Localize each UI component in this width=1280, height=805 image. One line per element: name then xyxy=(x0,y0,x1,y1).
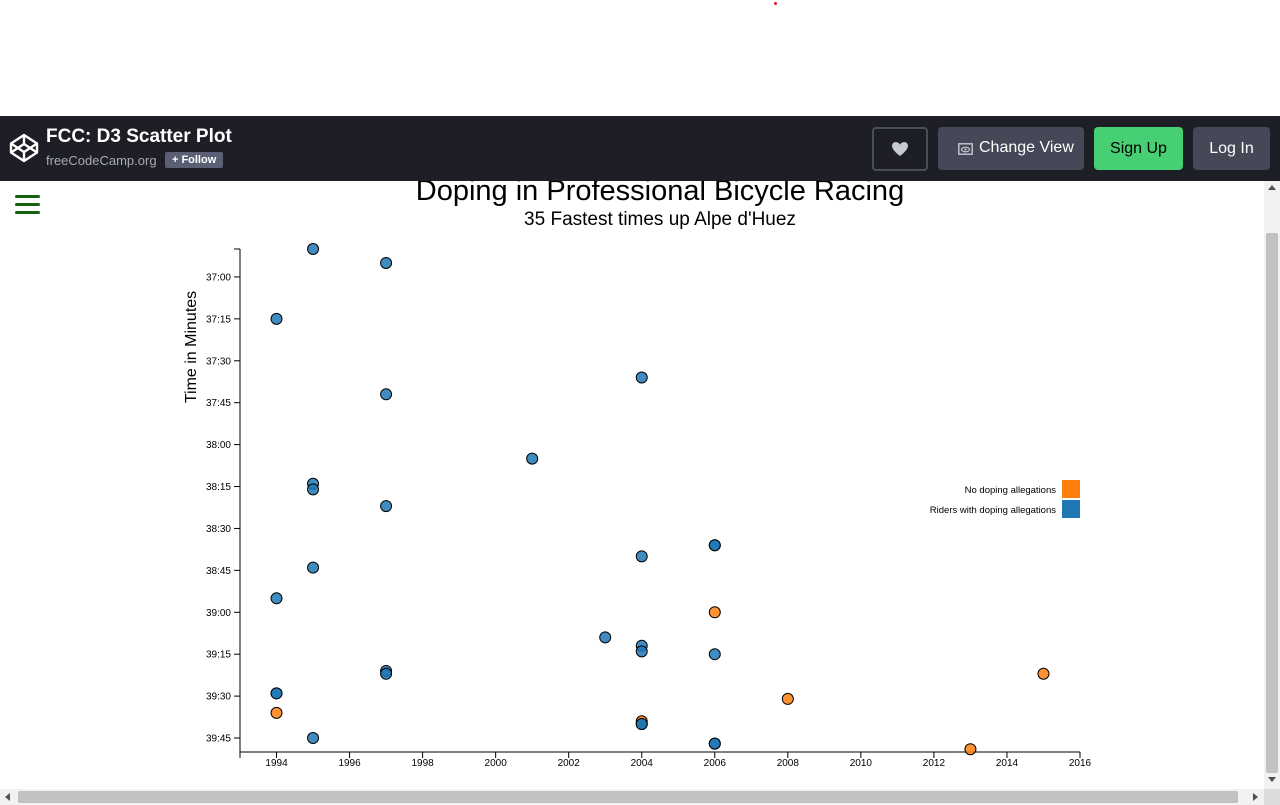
data-point-s1-5[interactable] xyxy=(526,452,539,465)
plus-icon: + xyxy=(172,154,179,166)
hamburger-menu-icon[interactable] xyxy=(15,195,40,215)
follow-button[interactable]: + Follow xyxy=(165,152,224,168)
y-tick-label: 37:45 xyxy=(206,398,231,409)
x-tick-label: 2000 xyxy=(485,758,508,769)
data-point-s1-7[interactable] xyxy=(307,483,320,496)
data-point-s1-2[interactable] xyxy=(270,312,283,325)
follow-label: Follow xyxy=(181,154,217,166)
codepen-header: FCC: D3 Scatter Plot freeCodeCamp.org + F… xyxy=(0,116,1280,181)
x-tick-label: 1998 xyxy=(411,758,434,769)
change-view-label: Change View xyxy=(979,139,1074,156)
y-tick-label: 38:45 xyxy=(206,566,231,577)
x-tick-label: 2012 xyxy=(923,758,946,769)
x-tick-label: 1994 xyxy=(265,758,288,769)
y-tick-label: 37:15 xyxy=(206,314,231,325)
data-point-s1-4[interactable] xyxy=(380,388,393,401)
data-point-s1-13[interactable] xyxy=(270,592,283,605)
y-tick-label: 38:30 xyxy=(206,524,231,535)
data-point-s1-17[interactable] xyxy=(708,648,721,661)
page-top-area xyxy=(0,0,1280,116)
chart-subtitle: 35 Fastest times up Alpe d'Huez xyxy=(524,209,796,230)
pen-preview-frame: Doping in Professional Bicycle Racing 35… xyxy=(0,181,1264,789)
chart-axes: 1994 1996 1998 2000 2002 2004 2006 2008 2010 2012… xyxy=(206,248,1092,769)
data-point-s1-19[interactable] xyxy=(380,667,393,680)
scroll-left-arrow-icon[interactable] xyxy=(5,793,10,801)
data-point-s0-3[interactable] xyxy=(270,706,283,719)
sign-up-button[interactable]: Sign Up xyxy=(1094,127,1183,170)
data-point-s0-5[interactable] xyxy=(964,743,977,756)
x-tick-label: 2010 xyxy=(850,758,873,769)
data-point-s1-1[interactable] xyxy=(380,256,393,269)
red-dot-marker xyxy=(774,2,777,5)
x-tick-label: 2016 xyxy=(1069,758,1092,769)
scatter-plot-chart: Doping in Professional Bicycle Racing 35… xyxy=(183,181,1092,769)
pen-title[interactable]: FCC: D3 Scatter Plot xyxy=(46,126,232,147)
legend-label: No doping allegations xyxy=(965,485,1057,496)
data-point-s1-12[interactable] xyxy=(307,561,320,574)
data-point-s0-0[interactable] xyxy=(708,606,721,619)
y-tick-label: 39:45 xyxy=(206,734,231,745)
scroll-up-arrow-icon[interactable] xyxy=(1268,185,1276,190)
heart-icon xyxy=(892,142,908,156)
data-point-s1-23[interactable] xyxy=(635,718,648,731)
data-point-s0-2[interactable] xyxy=(781,692,794,705)
y-tick-label: 38:15 xyxy=(206,482,231,493)
legend-swatch xyxy=(1062,500,1080,518)
log-in-button[interactable]: Log In xyxy=(1193,127,1270,170)
scrollbar-corner xyxy=(1264,789,1280,805)
legend-label: Riders with doping allegations xyxy=(930,505,1056,516)
x-tick-label: 2006 xyxy=(704,758,727,769)
data-point-s1-10[interactable] xyxy=(708,539,721,552)
y-tick-label: 39:00 xyxy=(206,608,231,619)
vertical-scrollbar[interactable] xyxy=(1264,181,1280,789)
eye-icon xyxy=(958,143,973,155)
y-tick-label: 39:30 xyxy=(206,692,231,703)
y-tick-label: 39:15 xyxy=(206,650,231,661)
love-button[interactable] xyxy=(872,127,928,171)
x-tick-label: 2014 xyxy=(996,758,1019,769)
data-point-s1-14[interactable] xyxy=(599,631,612,644)
x-tick-label: 2002 xyxy=(558,758,581,769)
codepen-logo-icon[interactable] xyxy=(8,132,40,164)
x-tick-label: 1996 xyxy=(338,758,361,769)
y-tick-label: 37:00 xyxy=(206,272,231,283)
change-view-button[interactable]: Change View xyxy=(938,127,1084,170)
data-points xyxy=(270,243,1050,756)
scroll-right-arrow-icon[interactable] xyxy=(1253,793,1258,801)
horizontal-scroll-thumb[interactable] xyxy=(18,791,1238,803)
data-point-s0-1[interactable] xyxy=(1037,667,1050,680)
x-tick-label: 2004 xyxy=(631,758,654,769)
data-point-s1-26[interactable] xyxy=(708,737,721,750)
y-tick-label: 38:00 xyxy=(206,440,231,451)
data-point-s1-16[interactable] xyxy=(635,645,648,658)
data-point-s1-0[interactable] xyxy=(307,243,320,255)
x-tick-label: 2008 xyxy=(777,758,800,769)
data-point-s1-24[interactable] xyxy=(307,732,320,745)
chart-legend: No doping allegations Riders with doping … xyxy=(930,480,1080,518)
pen-owner-link[interactable]: freeCodeCamp.org xyxy=(46,153,157,168)
data-point-s1-21[interactable] xyxy=(270,687,283,700)
legend-swatch xyxy=(1062,480,1080,498)
y-tick-label: 37:30 xyxy=(206,356,231,367)
data-point-s1-8[interactable] xyxy=(380,500,393,513)
vertical-scroll-thumb[interactable] xyxy=(1266,233,1278,773)
horizontal-scrollbar[interactable] xyxy=(0,789,1264,805)
chart-title: Doping in Professional Bicycle Racing xyxy=(416,181,904,207)
y-axis-label: Time in Minutes xyxy=(183,291,200,403)
data-point-s1-11[interactable] xyxy=(635,550,648,563)
data-point-s1-3[interactable] xyxy=(635,371,648,384)
scroll-down-arrow-icon[interactable] xyxy=(1268,777,1276,782)
